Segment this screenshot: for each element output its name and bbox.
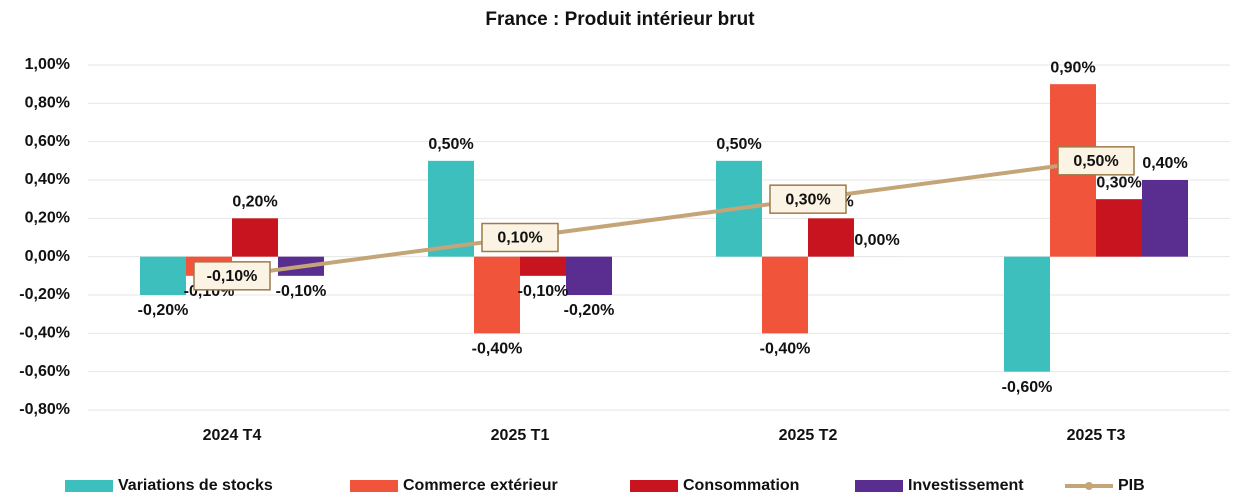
- y-tick-label: 0,40%: [25, 171, 70, 188]
- y-tick-label: 0,60%: [25, 133, 70, 150]
- data-label: 0,50%: [1073, 153, 1118, 170]
- data-label: -0,20%: [564, 302, 615, 319]
- data-label: 0,00%: [854, 232, 899, 249]
- data-label-box: [193, 261, 271, 291]
- x-tick-label: 2024 T4: [203, 427, 262, 444]
- legend-label: PIB: [1118, 477, 1145, 494]
- y-tick-label: -0,60%: [19, 363, 70, 380]
- legend-swatch: [350, 480, 398, 492]
- bar: [762, 256, 808, 334]
- data-label: 0,10%: [497, 230, 542, 247]
- legend-swatch: [630, 480, 678, 492]
- y-tick-label: -0,20%: [19, 286, 70, 303]
- bar: [1142, 180, 1188, 257]
- y-tick-label: 0,00%: [25, 248, 70, 265]
- data-label: 0,50%: [428, 136, 473, 153]
- bar: [1096, 199, 1142, 257]
- data-label: 0,30%: [785, 191, 830, 208]
- bar: [428, 160, 474, 257]
- bar: [1004, 256, 1050, 372]
- y-tick-label: -0,40%: [19, 325, 70, 342]
- data-label: -0,10%: [276, 283, 327, 300]
- x-tick-label: 2025 T2: [779, 427, 838, 444]
- data-label-box: [481, 222, 559, 253]
- bar: [808, 218, 854, 257]
- y-tick-label: 0,20%: [25, 210, 70, 227]
- data-label: -0,40%: [472, 341, 523, 358]
- y-tick-label: 0,80%: [25, 95, 70, 112]
- legend-label: Variations de stocks: [118, 477, 273, 494]
- bar: [566, 256, 612, 295]
- data-label: -0,10%: [207, 268, 258, 285]
- legend-marker: [1085, 482, 1093, 490]
- legend-label: Investissement: [908, 477, 1024, 494]
- data-label: 0,50%: [716, 136, 761, 153]
- legend-swatch: [855, 480, 903, 492]
- line: [231, 158, 1097, 278]
- x-tick-label: 2025 T1: [491, 427, 550, 444]
- legend-label: Commerce extérieur: [403, 477, 558, 494]
- bar: [520, 256, 566, 276]
- data-label: -0,40%: [760, 341, 811, 358]
- data-label: 0,20%: [232, 194, 277, 211]
- x-tick-label: 2025 T3: [1067, 427, 1126, 444]
- legend-label: Consommation: [683, 477, 799, 494]
- data-label: -0,60%: [1002, 379, 1053, 396]
- data-label: 0,90%: [1050, 59, 1095, 76]
- chart-title: France : Produit intérieur brut: [485, 9, 755, 30]
- data-label: 0,30%: [1096, 174, 1141, 191]
- bar: [232, 218, 278, 257]
- y-tick-label: -0,80%: [19, 401, 70, 418]
- data-label: 0,40%: [1142, 155, 1187, 172]
- data-label-box: [769, 184, 847, 214]
- data-label-box: [1057, 146, 1135, 176]
- data-label: -0,10%: [518, 283, 569, 300]
- bar: [474, 256, 520, 334]
- data-label: -0,20%: [138, 302, 189, 319]
- y-tick-label: 1,00%: [25, 56, 70, 73]
- bar: [140, 256, 186, 295]
- legend-swatch: [65, 480, 113, 492]
